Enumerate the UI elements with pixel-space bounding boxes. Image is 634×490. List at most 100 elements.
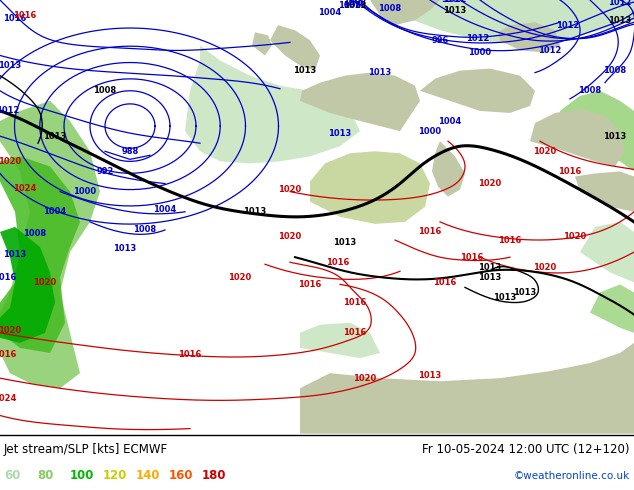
Text: 1013: 1013 (333, 238, 356, 246)
Polygon shape (498, 22, 560, 52)
Text: 1016: 1016 (498, 236, 522, 245)
Text: 1000: 1000 (469, 48, 491, 57)
Text: 1016: 1016 (0, 273, 16, 282)
Text: 1016: 1016 (327, 258, 350, 267)
Polygon shape (580, 222, 634, 282)
Text: Jet stream/SLP [kts] ECMWF: Jet stream/SLP [kts] ECMWF (4, 443, 168, 456)
Text: 1020: 1020 (533, 263, 557, 272)
Text: 1012: 1012 (0, 106, 20, 116)
Text: 1013: 1013 (294, 66, 316, 75)
Text: 1016: 1016 (0, 350, 16, 360)
Polygon shape (270, 25, 320, 71)
Text: 1013: 1013 (3, 249, 27, 259)
Text: 1016: 1016 (178, 350, 202, 360)
Text: 1013: 1013 (609, 16, 631, 24)
Text: 1020: 1020 (0, 157, 22, 166)
Text: 1013: 1013 (368, 68, 392, 77)
Text: 992: 992 (96, 167, 113, 176)
Text: 1008: 1008 (93, 86, 117, 95)
Text: 1013: 1013 (0, 61, 22, 70)
Text: 1013: 1013 (418, 370, 442, 380)
Polygon shape (0, 227, 55, 343)
Text: 1016: 1016 (13, 11, 37, 20)
Text: 1013: 1013 (604, 132, 626, 141)
Text: 1012: 1012 (538, 46, 562, 55)
Text: 1013: 1013 (479, 263, 501, 272)
Text: 1020: 1020 (0, 326, 22, 335)
Polygon shape (575, 172, 634, 212)
Text: 996: 996 (441, 0, 458, 4)
Polygon shape (185, 46, 360, 163)
Text: 1016: 1016 (559, 167, 581, 176)
Text: 1013: 1013 (43, 132, 67, 141)
Text: 1008: 1008 (578, 86, 602, 95)
Text: 1016: 1016 (344, 328, 366, 337)
Polygon shape (530, 109, 625, 167)
Polygon shape (420, 69, 535, 113)
Polygon shape (0, 156, 80, 353)
Text: 1020: 1020 (278, 185, 302, 194)
Text: 100: 100 (70, 469, 94, 483)
Text: 1013: 1013 (514, 288, 536, 297)
Text: 1016: 1016 (3, 14, 27, 23)
Text: 120: 120 (103, 469, 127, 483)
Text: 1013: 1013 (113, 244, 136, 252)
Text: ©weatheronline.co.uk: ©weatheronline.co.uk (514, 471, 630, 481)
Text: 1020: 1020 (34, 278, 56, 287)
Text: 1008: 1008 (133, 225, 157, 234)
Polygon shape (432, 141, 465, 196)
Text: 1013: 1013 (243, 207, 267, 216)
Text: 1000: 1000 (74, 187, 96, 196)
Text: 996: 996 (431, 36, 449, 45)
Polygon shape (380, 0, 634, 46)
Text: 1012: 1012 (556, 21, 579, 30)
Text: 1008: 1008 (23, 229, 46, 239)
Text: 1024: 1024 (13, 184, 37, 193)
Text: 1013: 1013 (328, 128, 352, 138)
Text: 1016: 1016 (418, 227, 442, 237)
Text: 1008: 1008 (378, 3, 401, 13)
Text: 1004: 1004 (153, 205, 177, 214)
Text: 1000: 1000 (418, 126, 441, 136)
Text: 1013: 1013 (493, 293, 517, 302)
Polygon shape (310, 151, 430, 224)
Text: 1013: 1013 (443, 5, 467, 15)
Text: 1024: 1024 (0, 394, 16, 403)
Polygon shape (300, 323, 380, 358)
Text: 1016: 1016 (344, 298, 366, 307)
Text: Fr 10-05-2024 12:00 UTC (12+120): Fr 10-05-2024 12:00 UTC (12+120) (422, 443, 630, 456)
Text: 1020: 1020 (353, 374, 377, 383)
Polygon shape (590, 284, 634, 333)
Polygon shape (252, 32, 272, 55)
Polygon shape (560, 91, 634, 172)
Text: 1013: 1013 (479, 273, 501, 282)
Text: 80: 80 (37, 469, 53, 483)
Text: 1016: 1016 (460, 253, 484, 262)
Text: 1004: 1004 (438, 117, 462, 125)
Text: 160: 160 (169, 469, 193, 483)
Text: 1016: 1016 (433, 278, 456, 287)
Text: 140: 140 (136, 469, 160, 483)
Text: 1020: 1020 (564, 232, 586, 242)
Text: 1004: 1004 (43, 207, 67, 216)
Text: 1012: 1012 (467, 34, 489, 43)
Text: 1016: 1016 (299, 280, 321, 289)
Polygon shape (300, 343, 634, 434)
Text: 1012: 1012 (608, 0, 631, 6)
Text: 1020: 1020 (533, 147, 557, 156)
Text: 1020: 1020 (278, 232, 302, 242)
Text: 180: 180 (202, 469, 226, 483)
Text: 1004: 1004 (318, 8, 342, 17)
Text: 988: 988 (121, 147, 139, 156)
Text: 60: 60 (4, 469, 20, 483)
Polygon shape (300, 73, 420, 131)
Text: 1008: 1008 (344, 0, 366, 6)
Text: 1012: 1012 (443, 0, 467, 4)
Text: 1008: 1008 (339, 0, 361, 9)
Polygon shape (0, 101, 100, 388)
Text: 1008: 1008 (604, 66, 626, 75)
Text: 1013: 1013 (344, 0, 366, 9)
Text: 1020: 1020 (228, 273, 252, 282)
Text: 1020: 1020 (479, 179, 501, 188)
Polygon shape (370, 0, 440, 25)
